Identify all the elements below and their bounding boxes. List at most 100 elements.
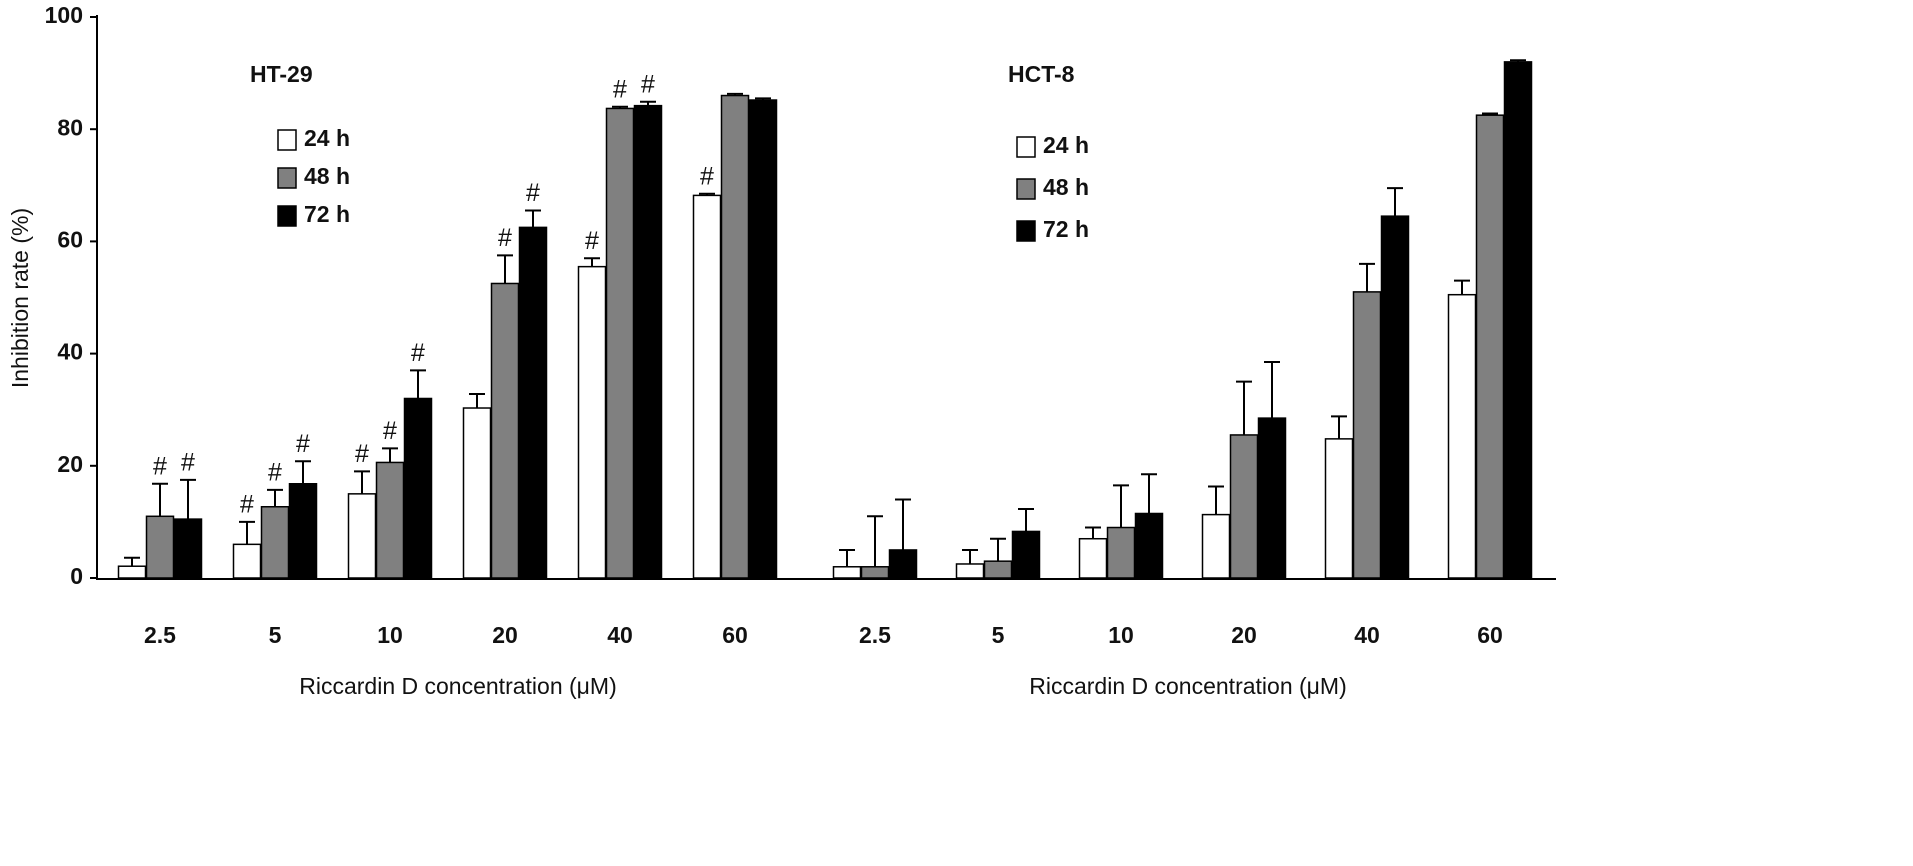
x-tick-label: 5 (269, 622, 282, 648)
error-bar (295, 460, 311, 484)
legend-label: 48 h (304, 163, 350, 189)
bar (1447, 293, 1477, 579)
error-bar (382, 447, 398, 463)
significance-marker: # (153, 452, 167, 480)
bar (518, 226, 548, 579)
error-bar (839, 548, 855, 567)
legend-label: 24 h (304, 125, 350, 151)
bar (860, 566, 890, 579)
error-bar (1208, 485, 1224, 515)
legend-swatch (277, 167, 297, 189)
bar (490, 282, 520, 579)
significance-marker: # (498, 224, 512, 252)
y-tick-label: 40 (57, 339, 83, 365)
bar (1503, 61, 1533, 579)
error-bar (867, 515, 883, 567)
bar (117, 565, 147, 579)
bar (983, 560, 1013, 579)
error-bar (962, 548, 978, 564)
error-bar (354, 470, 370, 494)
y-tick-label: 100 (45, 2, 83, 28)
bar (1201, 513, 1231, 579)
significance-marker: # (585, 227, 599, 255)
error-bar (267, 488, 283, 507)
error-bar (124, 556, 140, 567)
x-axis-label: Riccardin D concentration (μM) (1029, 673, 1346, 699)
bar (462, 407, 492, 579)
significance-marker: # (268, 459, 282, 487)
x-tick-label: 20 (492, 622, 518, 648)
error-bar (469, 392, 485, 409)
bar (1257, 417, 1287, 579)
panel-title: HT-29 (250, 61, 313, 87)
y-tick-label: 20 (57, 451, 83, 477)
error-bar (497, 254, 513, 284)
x-tick-label: 40 (1354, 622, 1380, 648)
x-tick-label: 40 (607, 622, 633, 648)
x-tick-label: 5 (992, 622, 1005, 648)
bar (832, 566, 862, 579)
significance-marker: # (641, 70, 655, 98)
error-bar (990, 537, 1006, 562)
legend-swatch (277, 129, 297, 151)
significance-marker: # (700, 162, 714, 190)
bar (260, 506, 290, 579)
bar (347, 493, 377, 579)
bar (692, 194, 722, 579)
x-tick-label: 2.5 (859, 622, 891, 648)
bar (1380, 215, 1410, 579)
bar (633, 104, 663, 579)
bar (1106, 526, 1136, 579)
bar (1352, 291, 1382, 579)
bar (403, 397, 433, 579)
bar (748, 99, 778, 579)
significance-marker: # (296, 430, 310, 458)
significance-marker: # (181, 448, 195, 476)
error-bar (1454, 279, 1470, 295)
error-bar (1113, 484, 1129, 528)
legend-label: 48 h (1043, 174, 1089, 200)
x-tick-label: 10 (1108, 622, 1134, 648)
legend-label: 24 h (1043, 132, 1089, 158)
error-bar (584, 257, 600, 267)
error-bar (180, 478, 196, 520)
error-bar (895, 498, 911, 550)
legend-swatch (1016, 178, 1036, 200)
error-bar (410, 369, 426, 399)
legend-swatch (1016, 136, 1036, 158)
bar (605, 107, 635, 579)
significance-marker: # (526, 179, 540, 207)
error-bar (1085, 526, 1101, 539)
bar (1011, 530, 1041, 579)
legend-label: 72 h (304, 201, 350, 227)
significance-marker: # (383, 417, 397, 445)
x-tick-label: 60 (722, 622, 748, 648)
significance-marker: # (613, 75, 627, 103)
bar (955, 563, 985, 579)
bar (1078, 537, 1108, 579)
bar (1134, 512, 1164, 579)
y-tick-label: 60 (57, 226, 83, 252)
bar (375, 461, 405, 579)
significance-marker: # (240, 491, 254, 519)
significance-marker: # (355, 440, 369, 468)
error-bar (239, 520, 255, 545)
error-bar (525, 209, 541, 228)
bar (888, 549, 918, 579)
error-bar (1236, 380, 1252, 435)
bar (577, 265, 607, 579)
legend-label: 72 h (1043, 216, 1089, 242)
bar (1324, 438, 1354, 579)
x-tick-label: 10 (377, 622, 403, 648)
x-tick-label: 20 (1231, 622, 1257, 648)
bar (1475, 114, 1505, 579)
y-axis-label: Inhibition rate (%) (7, 208, 33, 388)
y-tick-label: 0 (70, 563, 83, 589)
bar (288, 483, 318, 579)
y-tick-label: 80 (57, 114, 83, 140)
bar (173, 518, 203, 579)
panel-title: HCT-8 (1008, 61, 1075, 87)
error-bar (1359, 262, 1375, 292)
error-bar (152, 482, 168, 517)
bar (720, 94, 750, 579)
